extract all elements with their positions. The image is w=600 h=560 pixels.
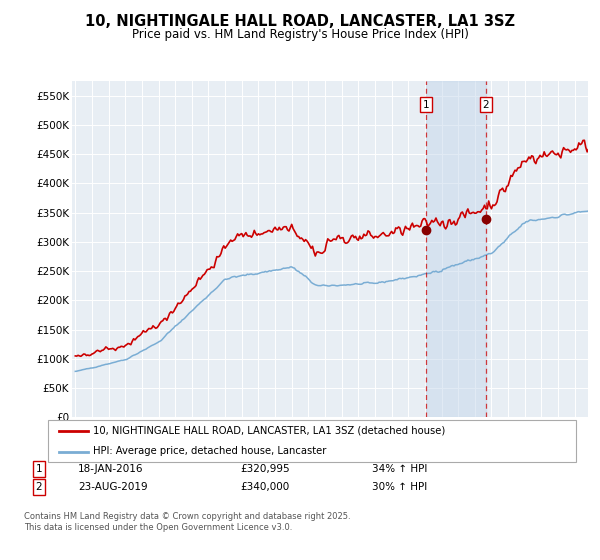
Text: 23-AUG-2019: 23-AUG-2019 (78, 482, 148, 492)
Text: Price paid vs. HM Land Registry's House Price Index (HPI): Price paid vs. HM Land Registry's House … (131, 28, 469, 41)
Text: 10, NIGHTINGALE HALL ROAD, LANCASTER, LA1 3SZ: 10, NIGHTINGALE HALL ROAD, LANCASTER, LA… (85, 14, 515, 29)
Text: 2: 2 (482, 100, 489, 110)
Text: Contains HM Land Registry data © Crown copyright and database right 2025.
This d: Contains HM Land Registry data © Crown c… (24, 512, 350, 532)
Text: 34% ↑ HPI: 34% ↑ HPI (372, 464, 427, 474)
Text: £340,000: £340,000 (240, 482, 289, 492)
Text: 10, NIGHTINGALE HALL ROAD, LANCASTER, LA1 3SZ (detached house): 10, NIGHTINGALE HALL ROAD, LANCASTER, LA… (93, 426, 445, 436)
Text: 1: 1 (422, 100, 429, 110)
FancyBboxPatch shape (48, 420, 576, 462)
Text: 30% ↑ HPI: 30% ↑ HPI (372, 482, 427, 492)
Bar (426, 81, 485, 417)
Text: 18-JAN-2016: 18-JAN-2016 (78, 464, 143, 474)
Text: 1: 1 (35, 464, 43, 474)
Text: £320,995: £320,995 (240, 464, 290, 474)
Text: HPI: Average price, detached house, Lancaster: HPI: Average price, detached house, Lanc… (93, 446, 326, 456)
Text: 2: 2 (35, 482, 43, 492)
